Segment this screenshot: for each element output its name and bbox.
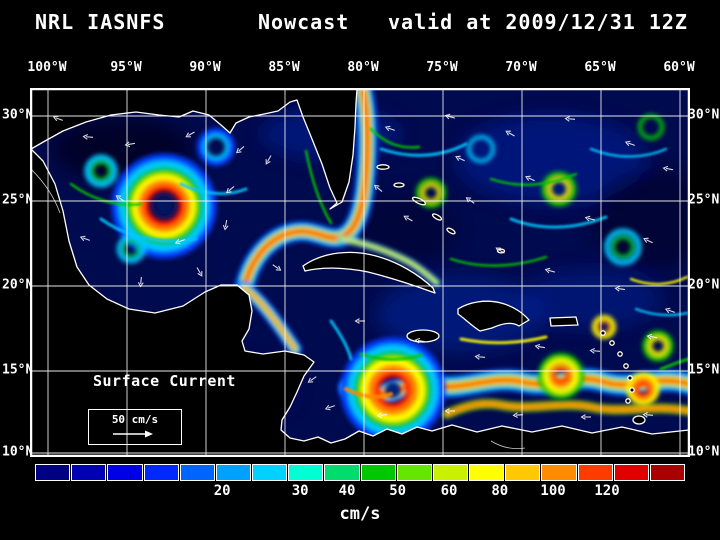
lat-label-left-25°N: 25°N xyxy=(2,192,34,208)
puerto-rico xyxy=(549,316,579,327)
lon-label-75°W: 75°W xyxy=(426,60,458,75)
longitude-axis: 100°W 95°W 90°W 85°W 80°W 75°W 70°W 65°W 60°W xyxy=(0,60,720,78)
lon-label-65°W: 65°W xyxy=(584,60,616,75)
lesser-antilles xyxy=(600,330,646,425)
colorbar-cell xyxy=(360,464,396,481)
current-map-canvas xyxy=(31,89,689,456)
colorbar-cell xyxy=(324,464,360,481)
hispaniola xyxy=(457,300,530,332)
colorbar-cell xyxy=(613,464,649,481)
colorbar-cell xyxy=(541,464,577,481)
current-map: Surface Current 50 cm/s xyxy=(30,88,690,457)
lat-label-left-15°N: 15°N xyxy=(2,362,34,378)
colorbar-cell xyxy=(252,464,288,481)
colorbar-cell xyxy=(71,464,107,481)
trinidad xyxy=(632,415,646,425)
lat-label-left-10°N: 10°N xyxy=(2,444,34,460)
lon-label-95°W: 95°W xyxy=(110,60,142,75)
colorbar-cell xyxy=(469,464,505,481)
lat-label-left-20°N: 20°N xyxy=(2,277,34,293)
scale-arrow-icon xyxy=(113,430,153,438)
product-name: Nowcast xyxy=(258,10,350,34)
lon-label-100°W: 100°W xyxy=(27,60,67,75)
colorbar-tick-120: 120 xyxy=(594,483,620,499)
colorbar-ticks: 20 30 40 50 60 80 100 120 xyxy=(35,483,685,500)
cuba xyxy=(302,251,436,294)
colorbar-cell xyxy=(35,464,71,481)
colorbar-cell xyxy=(143,464,179,481)
scale-box: 50 cm/s xyxy=(88,409,182,445)
colorbar-tick-60: 60 xyxy=(440,483,458,499)
lat-label-right-15°N: 15°N xyxy=(688,362,720,378)
colorbar xyxy=(35,464,686,481)
colorbar-cell xyxy=(577,464,613,481)
colorbar-cell xyxy=(107,464,143,481)
colorbar-cell xyxy=(432,464,469,481)
map-border xyxy=(31,89,689,456)
colorbar-cell xyxy=(649,464,686,481)
north-america xyxy=(31,89,358,210)
lat-label-right-30°N: 30°N xyxy=(688,107,720,123)
colorbar-tick-30: 30 xyxy=(291,483,309,499)
jamaica xyxy=(406,329,440,343)
colorbar-tick-100: 100 xyxy=(540,483,566,499)
scale-label: 50 cm/s xyxy=(111,413,159,426)
colorbar-cell xyxy=(179,464,215,481)
lat-label-right-25°N: 25°N xyxy=(688,192,720,208)
lat-label-right-20°N: 20°N xyxy=(688,277,720,293)
colorbar-tick-40: 40 xyxy=(338,483,356,499)
lon-label-60°W: 60°W xyxy=(663,60,695,75)
lon-label-80°W: 80°W xyxy=(347,60,379,75)
map-annotation: Surface Current xyxy=(93,372,236,390)
colorbar-cell xyxy=(505,464,541,481)
lon-label-90°W: 90°W xyxy=(189,60,221,75)
latitude-axis-right: 30°N 25°N 20°N 15°N 10°N xyxy=(688,0,720,540)
current-filaments xyxy=(69,127,689,399)
lon-label-70°W: 70°W xyxy=(505,60,537,75)
colorbar-cell xyxy=(288,464,324,481)
colorbar-tick-20: 20 xyxy=(213,483,231,499)
colorbar-cell xyxy=(215,464,252,481)
colorbar-tick-50: 50 xyxy=(389,483,407,499)
colorbar-tick-80: 80 xyxy=(491,483,509,499)
lat-label-left-30°N: 30°N xyxy=(2,107,34,123)
latitude-axis-left: 30°N 25°N 20°N 15°N 10°N xyxy=(2,0,34,540)
colorbar-unit: cm/s xyxy=(339,504,381,524)
model-name: NRL IASNFS xyxy=(35,10,166,34)
lat-label-right-10°N: 10°N xyxy=(688,444,720,460)
valid-time: valid at 2009/12/31 12Z xyxy=(388,10,688,34)
colorbar-cell xyxy=(396,464,432,481)
lon-label-85°W: 85°W xyxy=(268,60,300,75)
